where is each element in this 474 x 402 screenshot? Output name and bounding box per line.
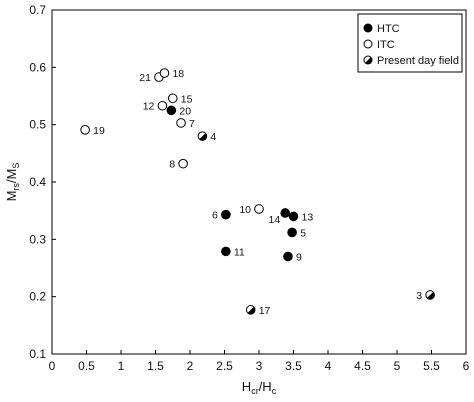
point-label: 6 bbox=[212, 210, 218, 222]
data-point-10: 10 bbox=[239, 204, 264, 216]
y-tick-label: 0.6 bbox=[29, 60, 46, 74]
data-point-9: 9 bbox=[283, 251, 302, 264]
marker-open bbox=[159, 68, 170, 78]
data-point-6: 6 bbox=[212, 209, 231, 222]
legend-marker-present-day-field bbox=[363, 55, 373, 65]
point-label: 17 bbox=[259, 305, 271, 317]
x-tick-label: 3 bbox=[256, 359, 263, 373]
y-tick-label: 0.3 bbox=[29, 232, 46, 246]
data-point-7: 7 bbox=[176, 118, 195, 130]
data-point-12: 12 bbox=[143, 100, 168, 113]
legend-marker-itc bbox=[363, 39, 373, 49]
x-tick-label: 5.5 bbox=[423, 359, 440, 373]
data-point-3: 3 bbox=[416, 290, 435, 302]
data-point-5: 5 bbox=[287, 227, 306, 239]
data-point-11: 11 bbox=[221, 246, 245, 258]
marker-open bbox=[80, 125, 90, 135]
marker-filled bbox=[166, 105, 177, 116]
x-axis: 0 0.5 1 1.5 2 2.5 3 3.5 4 4.5 5 5.5 6 bbox=[49, 350, 470, 373]
x-tick-label: 4.5 bbox=[354, 359, 371, 373]
data-point-19: 19 bbox=[80, 125, 105, 137]
x-tick-label: 2.5 bbox=[216, 359, 233, 373]
x-axis-title: Hcr/Hc bbox=[242, 379, 277, 396]
legend-marker-htc bbox=[363, 23, 373, 33]
data-point-21: 21 bbox=[139, 72, 164, 84]
x-tick-label: 0.5 bbox=[78, 359, 95, 373]
marker-filled bbox=[221, 246, 231, 257]
data-point-20: 20 bbox=[166, 105, 191, 117]
x-tick-label: 2 bbox=[187, 359, 194, 373]
data-point-4: 4 bbox=[197, 131, 216, 143]
marker-open bbox=[176, 118, 186, 128]
data-points: 6 14 13 5 11 9 20 19 21 18 12 15 7 8 10 4 17 3 bbox=[80, 68, 435, 317]
point-label: 13 bbox=[302, 211, 314, 223]
x-tick-label: 1.5 bbox=[147, 359, 164, 373]
y-tick-label: 0.1 bbox=[29, 347, 46, 361]
point-label: 9 bbox=[296, 252, 302, 264]
point-label: 21 bbox=[139, 72, 151, 84]
legend-box bbox=[357, 13, 463, 73]
legend-label-htc: HTC bbox=[377, 23, 400, 35]
marker-open bbox=[178, 158, 188, 169]
x-tick-label: 0 bbox=[49, 359, 56, 373]
x-tick-label: 3.5 bbox=[285, 359, 302, 373]
data-point-8: 8 bbox=[169, 158, 188, 171]
data-point-18: 18 bbox=[159, 68, 184, 80]
data-point-17: 17 bbox=[245, 305, 271, 317]
marker-open bbox=[167, 93, 178, 104]
point-label: 14 bbox=[269, 214, 281, 226]
point-label: 19 bbox=[93, 125, 105, 137]
point-label: 8 bbox=[169, 159, 175, 171]
marker-half-fill bbox=[199, 133, 207, 141]
point-label: 4 bbox=[210, 131, 216, 143]
marker-filled bbox=[283, 251, 293, 262]
point-label: 10 bbox=[239, 204, 251, 216]
marker-filled bbox=[288, 211, 299, 222]
marker-filled bbox=[221, 209, 231, 220]
data-point-14: 14 bbox=[269, 208, 291, 226]
y-tick-label: 0.7 bbox=[29, 3, 46, 17]
y-tick-label: 0.2 bbox=[29, 290, 46, 304]
y-tick-label: 0.5 bbox=[29, 118, 46, 132]
point-label: 18 bbox=[172, 68, 184, 80]
x-tick-label: 1 bbox=[118, 359, 125, 373]
y-tick-label: 0.4 bbox=[29, 175, 46, 189]
x-tick-label: 5 bbox=[394, 359, 401, 373]
marker-filled bbox=[287, 227, 297, 238]
legend-label-present-day-field: Present day field bbox=[377, 55, 459, 67]
data-point-15: 15 bbox=[167, 93, 193, 105]
point-label: 15 bbox=[181, 93, 193, 105]
y-axis: 0.1 0.2 0.3 0.4 0.5 0.6 0.7 bbox=[29, 3, 56, 361]
data-point-13: 13 bbox=[288, 211, 314, 223]
legend-label-itc: ITC bbox=[377, 39, 395, 51]
marker-half-fill bbox=[247, 306, 256, 315]
marker-half-fill bbox=[427, 291, 435, 300]
point-label: 20 bbox=[179, 105, 191, 117]
marker-open bbox=[254, 204, 264, 214]
point-label: 3 bbox=[416, 290, 422, 302]
x-tick-label: 4 bbox=[325, 359, 332, 373]
marker-open bbox=[157, 100, 168, 111]
point-label: 11 bbox=[234, 246, 245, 258]
y-axis-title: Mrs/MS bbox=[4, 163, 21, 202]
marker-filled bbox=[280, 208, 291, 218]
x-tick-label: 6 bbox=[463, 359, 470, 373]
point-label: 12 bbox=[143, 101, 155, 113]
point-label: 7 bbox=[189, 118, 195, 130]
point-label: 5 bbox=[300, 227, 306, 239]
legend: HTC ITC Present day field bbox=[357, 13, 463, 73]
